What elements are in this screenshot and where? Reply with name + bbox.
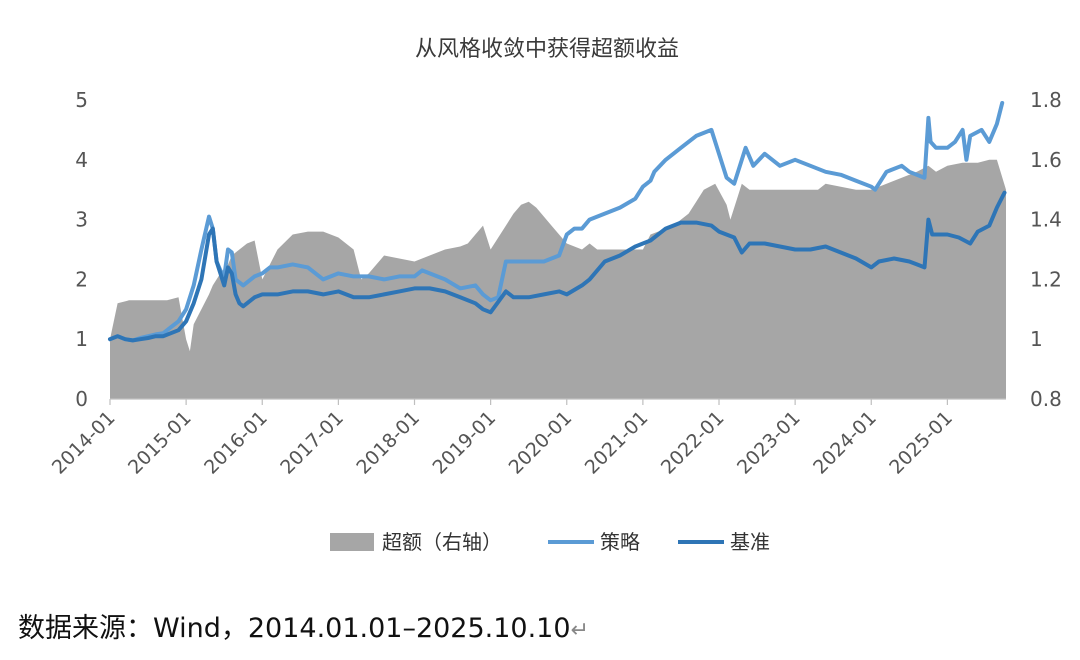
x-tick-label: 2018-01 — [352, 407, 424, 479]
right-y-tick-label: 1.8 — [1030, 88, 1062, 112]
right-y-tick-label: 1.4 — [1030, 208, 1062, 232]
line-layer — [108, 101, 1007, 343]
source-note: 数据来源：Wind，2014.01.01–2025.10.10↵ — [18, 606, 589, 645]
chart: 从风格收敛中获得超额收益 2014-01 2015-01 2016-01 2017-0… — [48, 37, 1062, 554]
legend-item-benchmark: 基准 — [678, 530, 770, 554]
x-tick-label: 2016-01 — [200, 407, 272, 479]
left-y-tick-label: 2 — [75, 267, 88, 291]
legend-label: 基准 — [730, 530, 770, 554]
x-tick-label: 2020-01 — [505, 407, 577, 479]
x-tick-label: 2022-01 — [657, 407, 729, 479]
x-tick-label: 2024-01 — [809, 407, 881, 479]
excess-area-layer — [110, 159, 1006, 399]
chart-title: 从风格收敛中获得超额收益 — [415, 37, 679, 62]
left-y-tick-label: 5 — [75, 88, 88, 112]
series-line-benchmark — [108, 190, 1007, 343]
left-y-tick-label: 4 — [75, 148, 88, 172]
right-y-tick-label: 1 — [1030, 327, 1043, 351]
source-text: 数据来源：Wind，2014.01.01–2025.10.10 — [18, 613, 571, 644]
x-tick-label: 2023-01 — [733, 407, 805, 479]
right-y-tick-label: 0.8 — [1030, 387, 1062, 411]
legend-swatch — [330, 533, 374, 551]
x-tick-label: 2017-01 — [276, 407, 348, 479]
x-tick-label: 2025-01 — [885, 407, 957, 479]
x-tick-label: 2015-01 — [124, 407, 196, 479]
legend-item-excess: 超额（右轴） — [330, 530, 502, 554]
right-y-tick-label: 1.6 — [1030, 148, 1062, 172]
legend-item-strategy: 策略 — [548, 530, 640, 554]
legend: 超额（右轴） 策略 基准 — [330, 530, 770, 554]
legend-label: 策略 — [600, 530, 640, 554]
left-y-tick-label: 1 — [75, 327, 88, 351]
left-y-tick-label: 3 — [75, 208, 88, 232]
right-y-tick-label: 1.2 — [1030, 267, 1062, 291]
return-mark: ↵ — [570, 618, 589, 643]
x-tick-label: 2021-01 — [581, 407, 653, 479]
x-tick-label: 2014-01 — [48, 407, 120, 479]
legend-label: 超额（右轴） — [382, 530, 502, 554]
left-y-tick-label: 0 — [75, 387, 88, 411]
x-tick-label: 2019-01 — [428, 407, 500, 479]
series-area-excess — [110, 159, 1006, 399]
